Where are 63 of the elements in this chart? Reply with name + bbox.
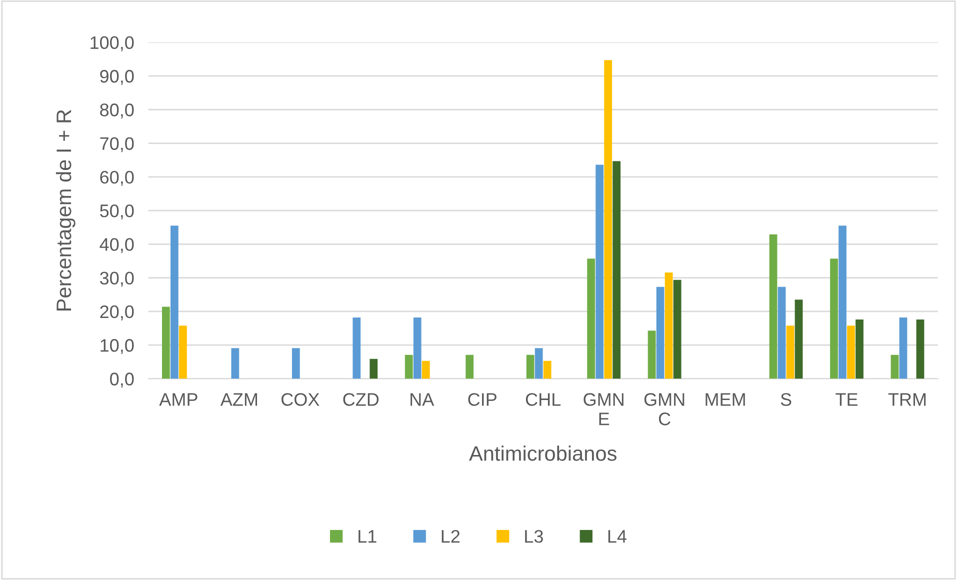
y-tick-label: 60,0 [100,170,134,186]
bar [830,258,838,379]
legend-label: L1 [358,530,376,543]
bar [162,306,170,379]
bar [856,320,864,379]
bar [170,226,178,379]
x-tick-label: NA [410,393,434,406]
bar [404,354,413,379]
x-tick-label: CHL [526,393,561,406]
legend-label: L2 [442,530,460,543]
x-tick-label: MEM [706,393,745,406]
x-tick-label: AZM [220,393,258,406]
bar [179,326,187,379]
bar [899,318,908,379]
y-tick-label: 70,0 [100,137,134,152]
legend-label: L4 [608,530,626,543]
y-tick-label: 20,0 [100,305,134,320]
y-tick-label: 40,0 [100,238,134,254]
bar [778,286,786,379]
bar [543,360,552,379]
legend-label: L3 [525,530,543,543]
bar [656,286,664,379]
x-tick-label: S [780,393,792,406]
y-tick-label: 10,0 [100,339,134,354]
y-tick-label: 50,0 [100,204,134,220]
bar [422,360,430,379]
bar [847,326,855,379]
bar [916,320,924,379]
bar [890,354,899,379]
x-tick-label: CIP [468,393,496,406]
y-tick-label: 80,0 [100,104,134,118]
y-axis-title: Percentagem de I + R [56,110,76,310]
bar [612,161,621,379]
bar [664,272,673,379]
x-tick-label: AMP [159,393,198,406]
x-tick-label: GMNE [584,393,624,426]
y-tick-label: 100,0 [90,36,134,52]
bar [673,280,682,379]
bar [352,318,361,379]
x-tick-label: CZD [343,393,379,406]
x-tick-label: TE [836,393,858,406]
x-tick-label: COX [282,393,320,406]
x-tick-label: GMNC [644,393,684,426]
bar [786,326,794,379]
bar [794,300,803,379]
bar [466,354,474,379]
x-tick-label: TRM [888,393,926,406]
bar [587,258,596,379]
bar [648,330,656,379]
bar [769,234,778,379]
bar [292,348,300,379]
bar [526,354,534,379]
bar [596,164,604,379]
bar [604,60,612,379]
bar [370,358,378,379]
y-tick-label: 30,0 [100,272,134,287]
bar [838,226,846,379]
bar [534,348,543,379]
y-tick-label: 0,0 [110,372,134,388]
x-axis-title: Antimicrobianos [469,446,616,461]
y-tick-label: 90,0 [100,70,134,85]
bar [413,318,422,379]
bar [231,348,240,379]
